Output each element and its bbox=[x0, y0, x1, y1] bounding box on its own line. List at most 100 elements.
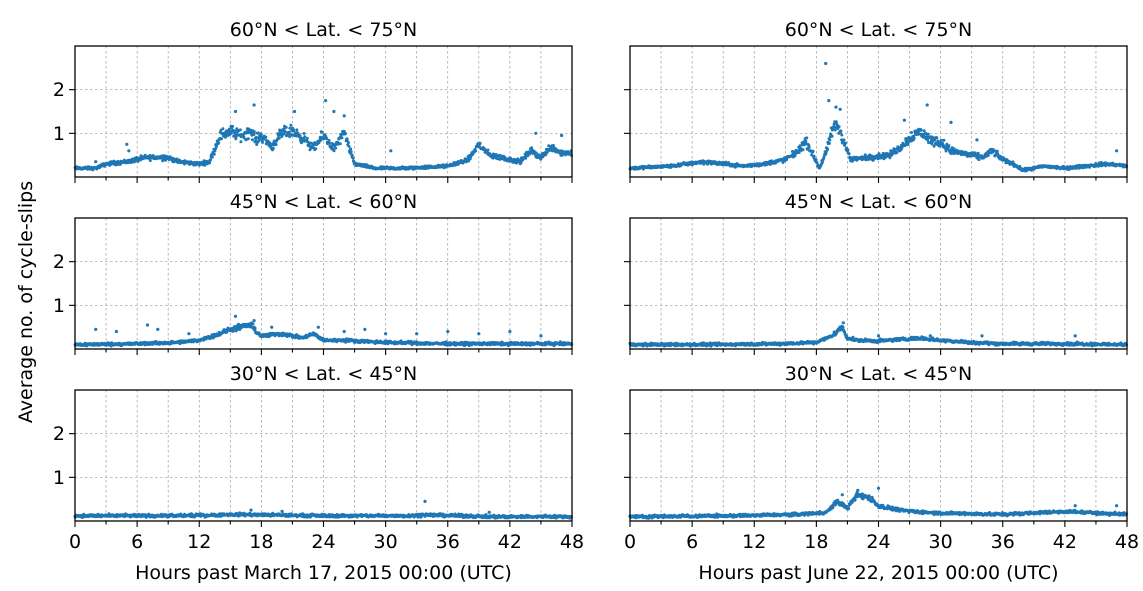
data-point bbox=[251, 322, 255, 326]
data-point bbox=[319, 138, 323, 142]
data-point bbox=[947, 144, 951, 148]
data-point bbox=[939, 138, 943, 142]
data-point bbox=[781, 161, 785, 164]
data-point bbox=[221, 127, 225, 131]
data-point bbox=[995, 149, 999, 153]
data-point bbox=[841, 325, 845, 329]
data-point bbox=[930, 142, 934, 146]
data-point bbox=[256, 131, 260, 135]
y-tick-label: 1 bbox=[53, 123, 65, 145]
data-point bbox=[349, 150, 353, 154]
data-point bbox=[209, 158, 213, 162]
data-point bbox=[259, 132, 263, 136]
data-points bbox=[628, 61, 1129, 173]
data-points bbox=[73, 499, 573, 520]
data-point bbox=[287, 130, 291, 134]
data-point bbox=[350, 153, 354, 157]
data-point bbox=[530, 146, 534, 150]
outlier-point bbox=[342, 114, 346, 118]
data-point bbox=[280, 135, 284, 138]
data-point bbox=[935, 136, 939, 140]
outlier-point bbox=[1115, 149, 1119, 153]
data-point bbox=[895, 151, 899, 154]
data-point bbox=[798, 144, 802, 148]
data-point bbox=[847, 152, 851, 156]
data-point bbox=[347, 144, 351, 148]
data-point bbox=[257, 331, 261, 335]
data-point bbox=[334, 146, 338, 150]
data-point bbox=[801, 148, 805, 152]
data-point bbox=[284, 125, 288, 129]
data-point bbox=[238, 128, 242, 132]
outlier-point bbox=[415, 332, 419, 336]
data-point bbox=[352, 159, 356, 163]
data-point bbox=[846, 148, 850, 152]
outlier-point bbox=[94, 160, 98, 164]
outlier-point bbox=[363, 327, 367, 331]
data-point bbox=[942, 138, 946, 142]
data-point bbox=[217, 141, 221, 145]
data-point bbox=[815, 161, 819, 165]
data-point bbox=[235, 127, 239, 131]
data-points bbox=[73, 99, 573, 172]
outlier-point bbox=[125, 142, 129, 146]
outlier-point bbox=[827, 99, 831, 103]
outlier-point bbox=[324, 99, 328, 103]
data-point bbox=[805, 136, 809, 140]
data-point bbox=[547, 144, 551, 148]
data-point bbox=[288, 126, 292, 130]
data-point bbox=[807, 145, 811, 149]
data-point bbox=[976, 151, 980, 155]
data-point bbox=[272, 139, 276, 143]
data-point bbox=[486, 148, 490, 152]
outlier-point bbox=[316, 325, 320, 329]
data-point bbox=[264, 135, 268, 139]
outlier-point bbox=[834, 105, 838, 109]
data-point bbox=[837, 125, 841, 129]
panel-title: 45°N < Lat. < 60°N bbox=[230, 191, 418, 213]
outlier-point bbox=[841, 321, 845, 325]
data-point bbox=[231, 124, 235, 128]
data-point bbox=[242, 136, 246, 140]
data-point bbox=[926, 138, 930, 142]
outlier-point bbox=[477, 332, 481, 336]
data-point bbox=[828, 138, 832, 142]
data-point bbox=[305, 136, 309, 140]
data-point bbox=[246, 137, 250, 141]
data-point bbox=[210, 155, 214, 159]
data-point bbox=[933, 138, 937, 142]
outlier-point bbox=[925, 103, 929, 107]
outlier-point bbox=[508, 329, 512, 334]
data-point bbox=[827, 141, 831, 145]
data-point bbox=[804, 139, 808, 143]
outlier-point bbox=[838, 107, 842, 111]
data-point bbox=[844, 141, 847, 145]
outlier-point bbox=[233, 109, 238, 114]
data-points bbox=[73, 314, 574, 348]
data-point bbox=[202, 159, 206, 163]
outlier-point bbox=[824, 61, 828, 66]
chart-panel-2: 60°N < Lat. < 75°N bbox=[624, 19, 1129, 183]
data-point bbox=[279, 132, 283, 136]
data-point bbox=[351, 156, 355, 160]
outlier-point bbox=[975, 138, 979, 142]
outlier-point bbox=[332, 109, 336, 114]
data-point bbox=[271, 146, 275, 150]
outlier-point bbox=[384, 332, 388, 336]
data-point bbox=[303, 135, 307, 139]
data-point bbox=[225, 330, 229, 334]
y-axis-label: Average no. of cycle-slips bbox=[15, 181, 37, 423]
data-point bbox=[239, 140, 243, 144]
outlier-point bbox=[187, 332, 191, 336]
data-point bbox=[826, 147, 830, 151]
outlier-point bbox=[270, 325, 274, 329]
outlier-point bbox=[94, 327, 98, 331]
data-point bbox=[941, 141, 944, 145]
data-point bbox=[851, 335, 855, 339]
outlier-point bbox=[876, 334, 881, 338]
outlier-point bbox=[456, 160, 460, 164]
data-point bbox=[338, 142, 342, 146]
